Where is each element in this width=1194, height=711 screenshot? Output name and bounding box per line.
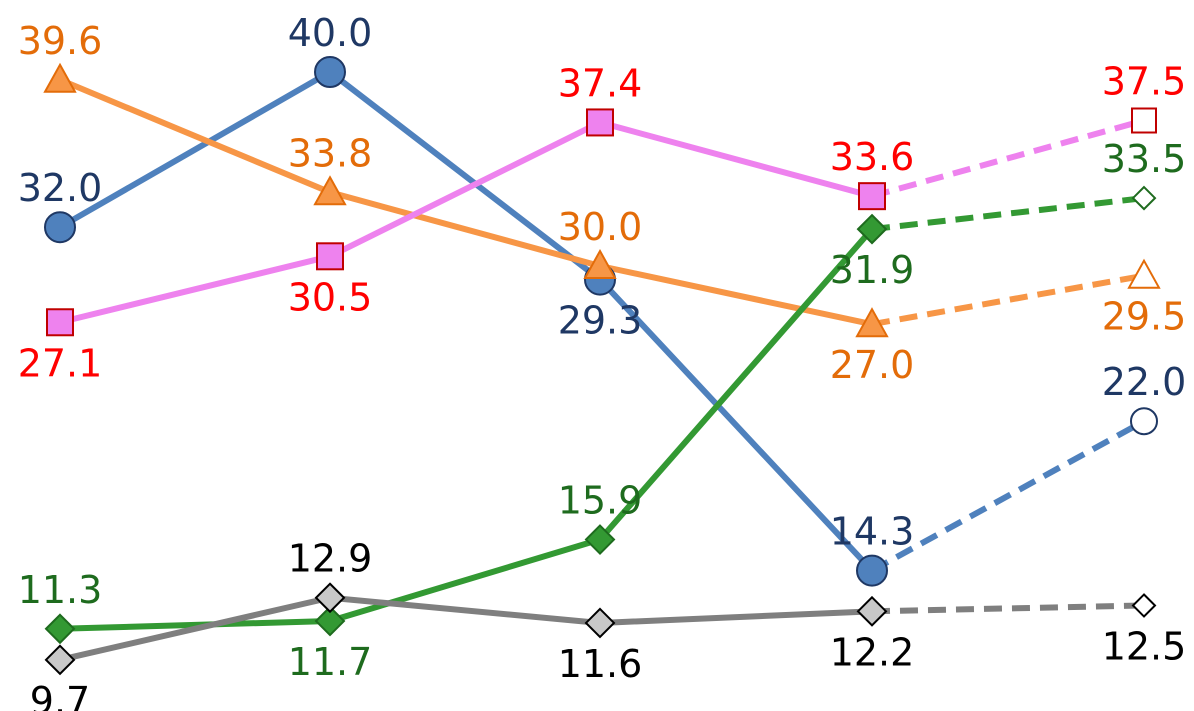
series-2-label-2: 37.4 [558, 61, 643, 105]
series-2-point-3 [858, 182, 886, 211]
series-3-label-4: 33.5 [1102, 137, 1187, 181]
series-1-point-3 [855, 307, 889, 338]
series-2-point-1 [316, 242, 344, 271]
series-0-point-4 [1130, 407, 1158, 436]
series-0-label-1: 40.0 [288, 11, 373, 55]
series-3-point-0 [44, 613, 76, 645]
data-labels: 32.0 40.0 29.3 14.3 22.0 39.6 33.8 30.0 27.0 29.5… [18, 11, 1187, 711]
series-1-label-4: 29.5 [1102, 295, 1187, 339]
series-3-label-0: 11.3 [18, 568, 103, 612]
series-2-label-0: 27.1 [18, 341, 103, 385]
series-1-line [57, 76, 875, 328]
series-2-projection-line [871, 117, 1145, 200]
series-2-point-2 [586, 108, 614, 137]
series-4-line [57, 594, 875, 663]
series-0-line [57, 69, 875, 574]
series-3-label-2: 15.9 [558, 479, 643, 523]
series-1-label-0: 39.6 [18, 19, 103, 63]
series-lines [57, 69, 1146, 663]
series-1-point-4 [1127, 258, 1161, 289]
series-3-projection-line [871, 195, 1145, 233]
series-2-label-3: 33.6 [830, 135, 915, 179]
series-3-label-3: 31.9 [830, 248, 915, 292]
series-2-point-0 [46, 308, 74, 337]
series-4-point-0 [44, 644, 76, 676]
series-1-label-1: 33.8 [288, 131, 373, 175]
series-4-point-1 [314, 582, 346, 614]
series-1-label-2: 30.0 [558, 205, 643, 249]
series-4-label-3: 12.2 [830, 630, 915, 674]
series-0-point-1 [314, 56, 346, 88]
series-0-projection-line [870, 418, 1146, 574]
series-0-point-0 [44, 211, 76, 244]
series-1-projection-line [871, 272, 1145, 328]
series-0-label-3: 14.3 [830, 510, 915, 554]
series-2-point-4 [1131, 107, 1157, 134]
series-3-point-1 [314, 605, 346, 637]
series-4-point-3 [856, 595, 888, 627]
series-4-label-2: 11.6 [558, 642, 643, 686]
series-1-label-3: 27.0 [830, 343, 915, 387]
series-4-label-1: 12.9 [288, 537, 373, 581]
series-2-line [57, 119, 875, 326]
series-markers [43, 56, 1161, 676]
series-4-point-2 [584, 607, 616, 639]
series-3-label-1: 11.7 [288, 640, 373, 684]
series-3-point-4 [1131, 185, 1157, 211]
series-4-label-4: 12.5 [1102, 625, 1187, 669]
series-0-label-4: 22.0 [1102, 360, 1187, 404]
series-4-projection-line [871, 602, 1145, 615]
series-0-label-2: 29.3 [558, 299, 643, 343]
series-0-point-3 [856, 554, 888, 587]
series-3-line [57, 226, 875, 632]
series-3-point-3 [856, 213, 888, 245]
series-3-point-2 [584, 524, 616, 555]
series-4-point-4 [1131, 593, 1157, 618]
series-0-label-0: 32.0 [18, 166, 103, 210]
series-4-label-0: 9.7 [30, 679, 90, 711]
series-1-point-1 [313, 175, 347, 206]
series-2-label-1: 30.5 [288, 275, 373, 319]
series-1-point-2 [583, 248, 617, 279]
series-2-label-4: 37.5 [1102, 60, 1187, 104]
series-1-point-0 [43, 62, 77, 93]
